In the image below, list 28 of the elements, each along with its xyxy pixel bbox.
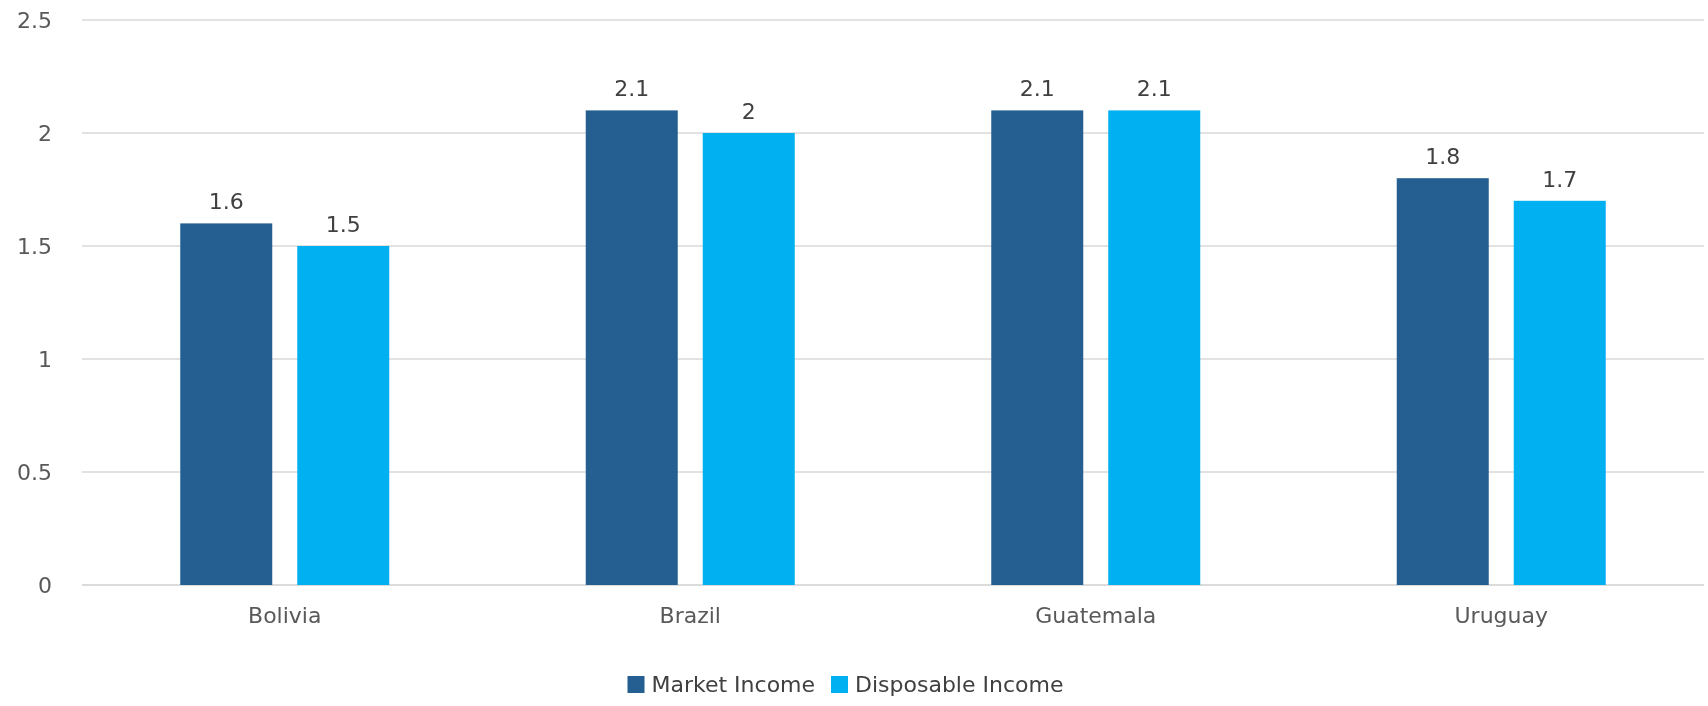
x-tick-label: Uruguay	[1454, 603, 1548, 628]
data-label: 1.7	[1542, 166, 1578, 192]
bar	[702, 133, 795, 585]
bar	[1513, 200, 1606, 585]
bar	[297, 246, 390, 585]
y-tick-label: 2	[38, 121, 52, 146]
y-tick-label: 1	[38, 347, 52, 372]
y-tick-label: 2.5	[17, 8, 52, 33]
x-tick-label: Guatemala	[1035, 603, 1157, 628]
bar	[991, 110, 1084, 585]
data-label: 2	[741, 99, 756, 124]
y-tick-label: 1.5	[17, 234, 52, 259]
data-label: 1.8	[1425, 144, 1461, 170]
bar	[1396, 178, 1489, 585]
legend-label: Disposable Income	[855, 672, 1064, 697]
data-label: 2.1	[1136, 76, 1172, 102]
bar	[1108, 110, 1201, 585]
y-tick-label: 0	[38, 573, 52, 598]
bar	[180, 223, 273, 585]
x-tick-label: Brazil	[659, 603, 721, 628]
legend-label: Market Income	[651, 672, 816, 697]
data-label: 1.6	[208, 189, 244, 215]
data-label: 1.5	[325, 212, 361, 237]
data-label: 2.1	[614, 76, 650, 102]
x-tick-label: Bolivia	[248, 603, 322, 628]
y-tick-label: 0.5	[17, 460, 52, 485]
bar	[585, 110, 678, 585]
data-label: 2.1	[1019, 76, 1055, 102]
